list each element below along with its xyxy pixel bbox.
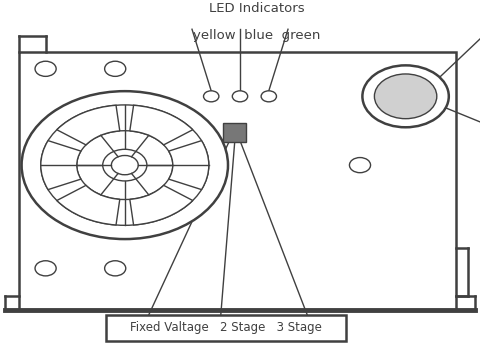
Wedge shape	[57, 105, 120, 145]
Circle shape	[349, 158, 371, 173]
Wedge shape	[41, 141, 81, 190]
Circle shape	[232, 91, 248, 102]
Text: yellow  blue  green: yellow blue green	[193, 29, 321, 42]
Circle shape	[105, 261, 126, 276]
Wedge shape	[57, 185, 120, 225]
Bar	[19, 52, 456, 310]
Wedge shape	[168, 141, 209, 190]
Circle shape	[35, 61, 56, 76]
Bar	[223, 123, 246, 142]
Circle shape	[35, 261, 56, 276]
Circle shape	[22, 91, 228, 239]
Circle shape	[41, 105, 209, 225]
Circle shape	[204, 91, 219, 102]
Circle shape	[105, 61, 126, 76]
Wedge shape	[130, 105, 193, 145]
Circle shape	[362, 65, 449, 127]
Circle shape	[111, 155, 138, 175]
Circle shape	[374, 74, 437, 119]
Text: Fixed Valtage   2 Stage   3 Stage: Fixed Valtage 2 Stage 3 Stage	[130, 321, 322, 334]
Circle shape	[261, 91, 276, 102]
Circle shape	[103, 149, 147, 181]
Circle shape	[77, 131, 173, 200]
Text: LED Indicators: LED Indicators	[209, 2, 305, 15]
Bar	[106, 315, 346, 341]
Wedge shape	[130, 185, 193, 225]
